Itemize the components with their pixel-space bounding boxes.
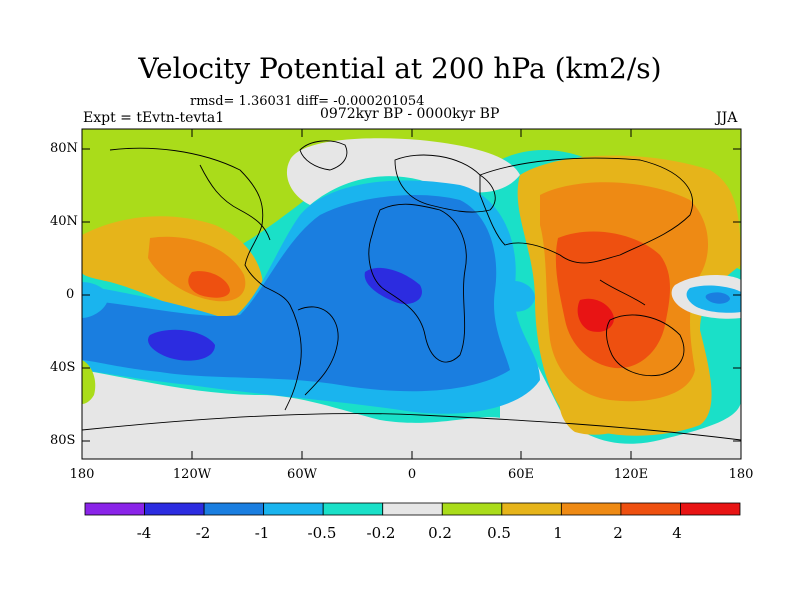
coastline-asia <box>479 157 693 264</box>
colorbar-swatch <box>560 502 622 516</box>
field-positive-band-north <box>82 129 741 272</box>
coastline-australia <box>606 314 685 377</box>
colorbar-swatch <box>382 502 443 516</box>
colorbar-swatch <box>620 502 681 516</box>
colorbar-swatch <box>680 502 741 516</box>
x-tick-60e: 60E <box>507 467 535 482</box>
x-tick-60w: 60W <box>287 467 317 482</box>
stats-line: rmsd= 1.36031 diff= -0.000201054 <box>190 94 425 109</box>
colorbar-swatch <box>203 502 265 516</box>
chart-title: Velocity Potential at 200 hPa (km2/s) <box>138 52 662 85</box>
colorbar-label: 4 <box>672 524 682 542</box>
coastline-africa <box>368 203 467 363</box>
field-min-south-pacific <box>148 329 215 361</box>
colorbar-label: -4 <box>136 524 152 542</box>
field-zero-southeast <box>500 300 741 459</box>
field-positive-asia-strong <box>555 231 670 369</box>
field-max-maritime-continent <box>577 298 614 332</box>
colorbar-swatch <box>144 502 205 516</box>
colorbar-swatch <box>322 502 384 516</box>
experiment-label: Expt = tEvtn-tevta1 <box>83 110 225 126</box>
period-label: 0972kyr BP - 0000kyr BP <box>320 106 500 122</box>
colorbar-label: 2 <box>613 524 623 542</box>
field-west-pacific-min <box>705 292 730 304</box>
colorbar-label: -0.2 <box>366 524 396 542</box>
x-tick-0: 0 <box>407 467 417 482</box>
field-south-positive <box>559 400 660 435</box>
field-indian-ocean-small <box>497 280 535 312</box>
colorbar-label: 0.2 <box>428 524 452 542</box>
y-tick-40n: 40N <box>50 214 78 229</box>
contour-field <box>82 129 741 459</box>
x-tick-120e: 120E <box>613 467 649 482</box>
y-tick-0: 0 <box>66 287 75 302</box>
field-zero-south <box>82 370 560 459</box>
season-label: JJA <box>716 110 738 126</box>
colorbar-swatch <box>441 502 503 516</box>
coastline-greenland <box>299 140 348 171</box>
colorbar <box>84 502 741 516</box>
x-tick-120w: 120W <box>172 467 212 482</box>
coastline-north-america-east <box>199 164 271 241</box>
coastline-antarctica <box>82 413 741 441</box>
colorbar-label: 0.5 <box>487 524 511 542</box>
axis-ticks <box>81 129 742 459</box>
coastlines <box>82 140 741 441</box>
colorbar-label: -1 <box>254 524 270 542</box>
field-max-east-pacific <box>188 271 230 298</box>
coastline-europe <box>394 154 496 213</box>
y-tick-80s: 80S <box>50 433 76 448</box>
coastline-americas <box>109 147 302 411</box>
colorbar-label: -0.5 <box>307 524 337 542</box>
coastline-maritime <box>599 279 646 306</box>
field-west-edge <box>82 282 109 318</box>
coastline-south-america-east <box>297 306 339 396</box>
x-tick-180w: 180 <box>69 467 95 482</box>
y-tick-40s: 40S <box>50 360 76 375</box>
colorbar-swatch <box>84 502 145 516</box>
colorbar-swatch <box>501 502 562 516</box>
x-tick-180e: 180 <box>728 467 754 482</box>
field-min-atlantic <box>364 267 422 305</box>
colorbar-label: -2 <box>195 524 211 542</box>
y-tick-80n: 80N <box>50 141 78 156</box>
colorbar-swatch <box>263 502 324 516</box>
colorbar-label: 1 <box>553 524 563 542</box>
field-southwest-patch <box>82 360 96 404</box>
